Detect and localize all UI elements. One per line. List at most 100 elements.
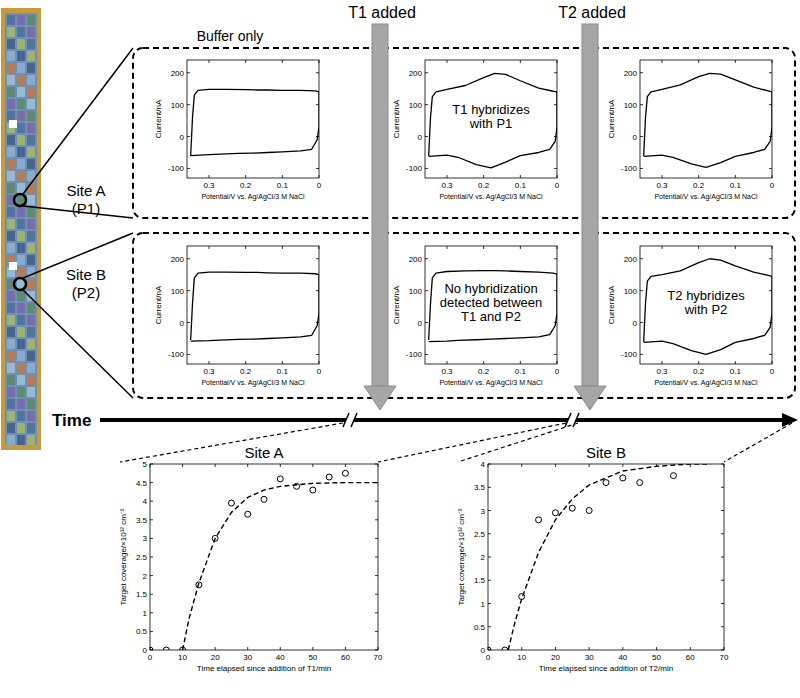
chip-block: [17, 219, 25, 229]
chip-block: [7, 363, 15, 373]
y-tick: [187, 322, 190, 323]
x-tick: [245, 361, 246, 364]
zoom-line: [120, 423, 343, 462]
x-tick-label: 50: [308, 653, 317, 662]
plot: 00.511.522.533.54010203040506070Time ela…: [457, 444, 729, 673]
x-tick: [247, 464, 248, 467]
x-axis-label: Potential/V vs. Ag/AgCl/3 M NaCl: [439, 193, 543, 201]
y-tick: [488, 533, 491, 534]
plot: -10001002000.30.20.10Potential/V vs. Ag/…: [392, 246, 560, 387]
chip-block: [17, 231, 25, 241]
chip-block: [7, 27, 15, 37]
annotation: T2 hybridizes: [667, 288, 745, 303]
y-tick: [769, 72, 772, 73]
site-marker: [14, 278, 26, 290]
data-point: [569, 505, 575, 511]
x-tick: [282, 175, 283, 178]
chip-block: [17, 387, 25, 397]
y-tick: [554, 168, 557, 169]
y-tick-label: 100: [409, 101, 423, 110]
y-axis-label: Target coverage/×10¹² cm⁻²: [457, 508, 466, 605]
chip-block: [17, 267, 25, 277]
axis-break: [573, 413, 579, 427]
data-point: [163, 647, 169, 650]
x-tick-label: 0.2: [240, 181, 252, 190]
chip-block: [27, 87, 35, 97]
data-group: [488, 464, 711, 650]
data-line: [644, 73, 772, 167]
chip: [1, 8, 41, 450]
chip-block: [7, 99, 15, 109]
x-tick: [209, 361, 210, 364]
y-tick-label: 0: [418, 133, 423, 142]
y-tick: [425, 168, 428, 169]
x-tick-label: 40: [618, 653, 627, 662]
x-tick: [557, 246, 558, 249]
y-tick: [375, 575, 378, 576]
y-tick-label: 3: [481, 507, 486, 516]
y-tick: [150, 557, 153, 558]
data-point: [342, 470, 348, 476]
zoom-line: [458, 423, 578, 462]
chip-block: [27, 63, 35, 73]
y-tick: [640, 104, 643, 105]
chip-block: [17, 15, 25, 25]
chip-block: [27, 231, 35, 241]
chip-block: [17, 135, 25, 145]
data-point: [637, 480, 643, 486]
chip-block: [17, 399, 25, 409]
x-tick-label: 0: [555, 181, 560, 190]
x-tick: [520, 361, 521, 364]
x-tick: [378, 647, 379, 650]
data-line: [429, 73, 557, 167]
y-tick-label: 200: [409, 69, 423, 78]
x-tick: [319, 60, 320, 63]
y-axis-label: Current/nA: [154, 285, 163, 324]
site-label: Site B: [66, 266, 106, 283]
x-tick: [772, 175, 773, 178]
chip-block: [7, 111, 15, 121]
chip-block: [7, 39, 15, 49]
chip-block: [17, 339, 25, 349]
plot: -10001002000.30.20.10Potential/V vs. Ag/…: [154, 246, 322, 387]
y-tick: [425, 104, 428, 105]
chip-block: [27, 27, 35, 37]
y-tick: [554, 258, 557, 259]
y-tick: [640, 322, 643, 323]
chip-block: [17, 243, 25, 253]
y-tick: [425, 72, 428, 73]
x-tick: [215, 647, 216, 650]
chip-block: [27, 423, 35, 433]
x-tick: [488, 464, 489, 467]
y-tick: [640, 72, 643, 73]
y-tick: [640, 168, 643, 169]
y-tick-label: 1.5: [474, 576, 486, 585]
figure: Site A(P1)Site B(P2)Buffer onlyT1 addedT…: [0, 0, 800, 698]
y-tick-label: 4: [143, 497, 148, 506]
chip-block: [7, 63, 15, 73]
annotation: T1 and P2: [461, 309, 521, 324]
data-group: [150, 470, 378, 650]
y-tick-label: 100: [624, 287, 638, 296]
y-tick: [488, 626, 491, 627]
y-tick: [721, 580, 724, 581]
y-tick-label: 3.5: [136, 516, 148, 525]
x-tick-label: 0: [317, 181, 322, 190]
y-tick-label: -100: [621, 164, 638, 173]
y-tick: [375, 464, 378, 465]
chip-block: [27, 279, 35, 289]
chip-block: [27, 15, 35, 25]
y-tick-label: 0.5: [136, 627, 148, 636]
y-axis-label: Target coverage/×10¹² cm⁻²: [119, 508, 128, 605]
y-tick: [150, 594, 153, 595]
y-tick: [721, 650, 724, 651]
plot-title: Site A: [244, 444, 283, 461]
chip-block: [17, 363, 25, 373]
chip-block: [7, 243, 15, 253]
data-point: [245, 511, 251, 517]
chip-block: [17, 303, 25, 313]
x-tick: [622, 647, 623, 650]
chip-block: [7, 219, 15, 229]
plot-title: Site B: [586, 444, 626, 461]
data-point: [586, 508, 592, 514]
